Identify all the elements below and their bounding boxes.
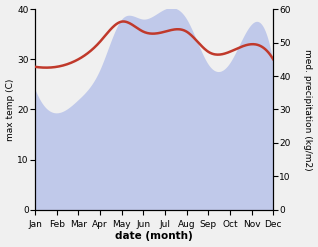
X-axis label: date (month): date (month) bbox=[115, 231, 193, 242]
Y-axis label: max temp (C): max temp (C) bbox=[5, 78, 15, 141]
Y-axis label: med. precipitation (kg/m2): med. precipitation (kg/m2) bbox=[303, 49, 313, 170]
